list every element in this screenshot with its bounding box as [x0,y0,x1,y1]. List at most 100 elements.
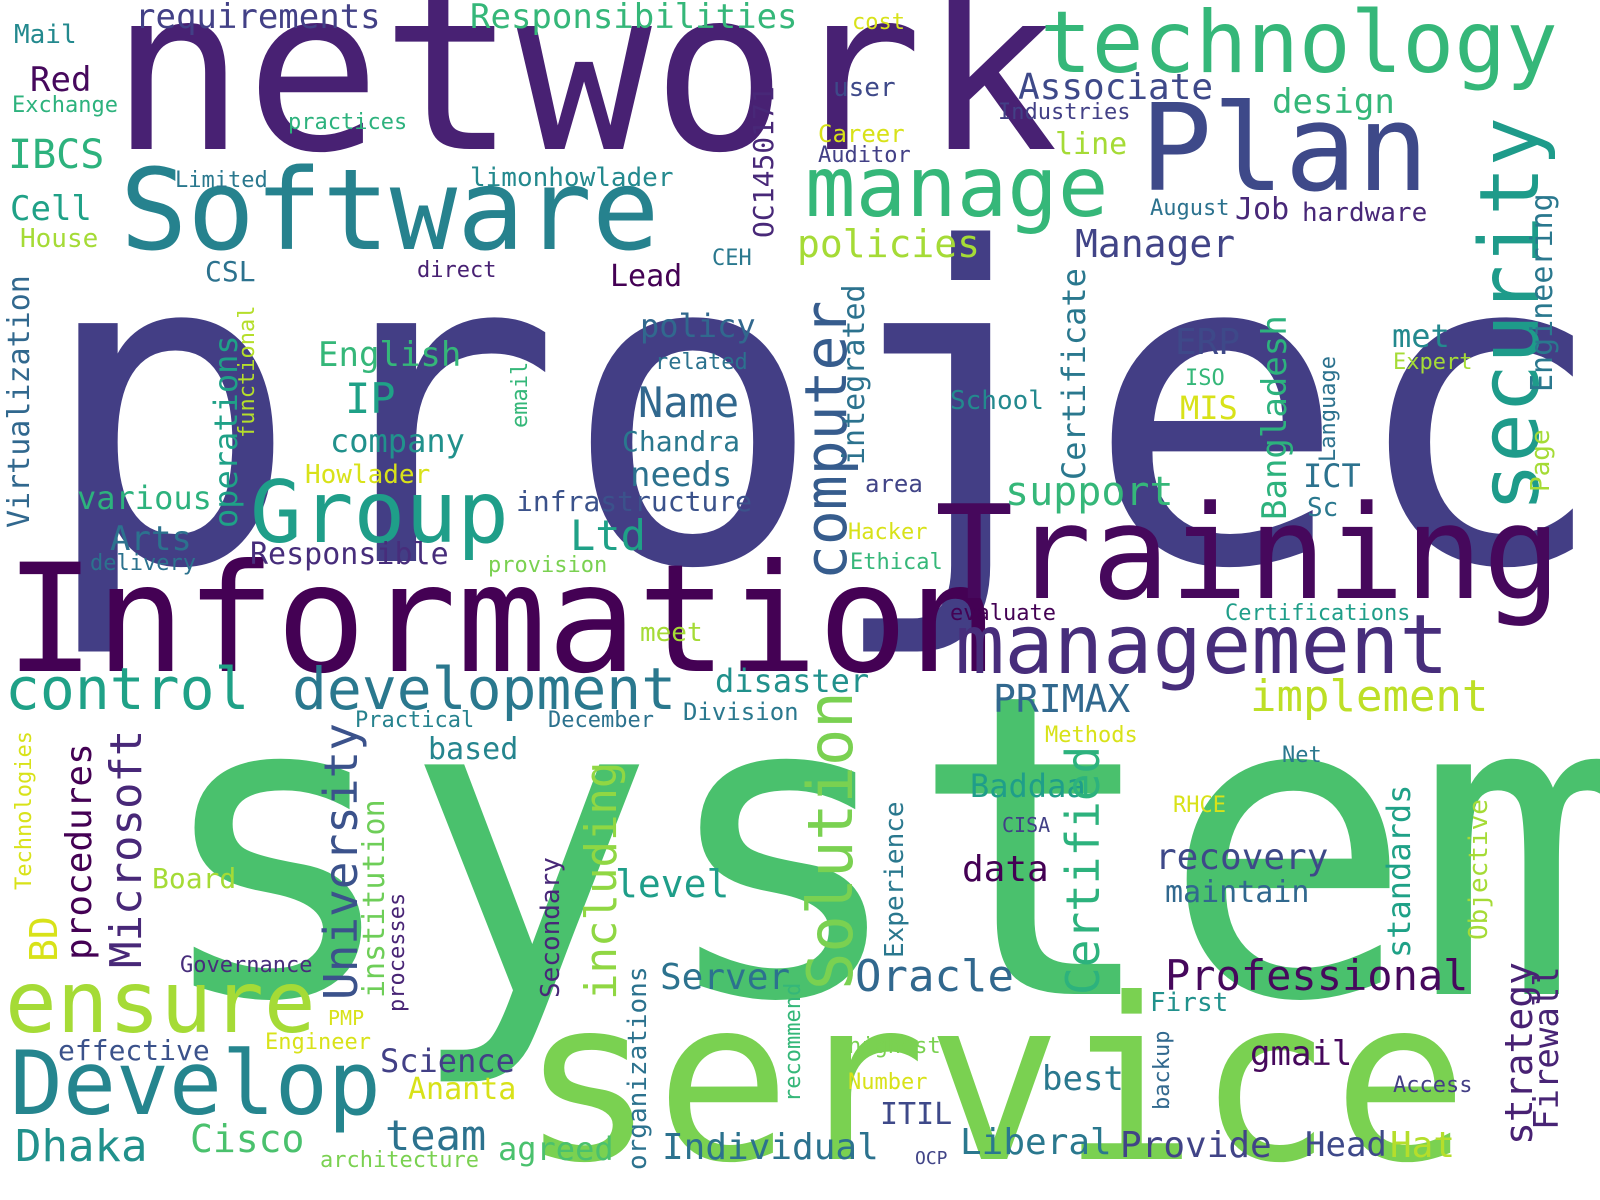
word-objective: Objective [1464,799,1494,940]
word-integrated: integrated [837,284,872,465]
word-recommend: recommend [781,982,806,1102]
word-first: First [1150,988,1229,1018]
word-effective: effective [58,1034,210,1067]
word-certifications: Certifications [1225,601,1411,626]
word-organizations: organizations [623,966,653,1171]
word-rhce: RHCE [1173,793,1226,818]
word-email: email [508,361,533,428]
word-related: related [655,350,748,375]
word-school: School [950,386,1044,416]
word-ip: IP [345,374,396,423]
word-delivery: delivery [90,551,196,576]
word-secondary: Secondary [536,857,566,998]
word-hacker: Hacker [848,520,928,545]
word-experience: Experience [880,801,910,958]
word-technologies: Technologies [12,731,37,890]
word-sc: Sc [1307,493,1339,523]
word-board: Board [152,862,237,895]
word-support: support [1005,469,1174,515]
word-arts: Arts [110,519,192,559]
word-professional: Professional [1165,951,1469,1000]
word-microsoft: Microsoft [101,729,152,968]
word-develop: Develop [10,1032,381,1135]
word-maintain: maintain [1165,875,1310,910]
word-requirements: requirements [135,0,381,37]
word-methods: Methods [1045,723,1138,748]
word-oc1450171: OC1450171 [747,86,780,238]
word-number: Number [848,1070,928,1095]
word-infrastructure: infrastructure [516,485,753,518]
word-net: Net [1282,743,1322,768]
word-itil: ITIL [880,1097,953,1132]
word-practices: practices [288,110,408,135]
word-company: company [330,422,465,460]
word-best: best [1042,1059,1124,1099]
word-howlader: Howlader [305,460,431,490]
word-policies: policies [797,222,981,266]
word-august: August [1150,196,1230,221]
word-oracle: Oracle [855,951,1014,1002]
word-limonhowlader: limonhowlader [470,163,674,193]
word-head: Head [1305,1125,1387,1165]
word-liberal: Liberal [960,1122,1112,1163]
word-csl: CSL [205,255,256,288]
word-group: Group [250,463,509,563]
word-division: Division [683,698,799,726]
word-user: user [833,73,896,103]
word-hardware: hardware [1302,198,1428,228]
word-auditor: Auditor [818,143,911,168]
word-responsibilities: Responsibilities [470,0,798,37]
word-area: area [865,470,923,498]
word-lead: Lead [610,259,683,294]
word-practical: Practical [355,708,475,733]
word-ltd: Ltd [570,511,646,560]
word-agreed: agreed [498,1130,614,1168]
word-gmail: gmail [1250,1034,1353,1074]
word-erp: ERP [1175,322,1241,363]
word-provision: provision [488,553,608,578]
word-mis: MIS [1180,389,1238,427]
word-based: based [428,732,519,767]
word-disaster: disaster [715,662,870,700]
word-data: data [962,849,1049,890]
word-expert: Expert [1393,350,1473,375]
word-meet: meet [640,618,703,648]
word-line: line [1055,127,1128,162]
word-team: team [385,1111,487,1160]
word-governance: Governance [180,953,313,978]
word-science: Science [380,1042,515,1080]
word-management: management [955,598,1449,693]
word-recovery: recovery [1155,837,1329,878]
word-level: level [615,862,730,906]
word-information: Information [5,533,999,707]
word-dhaka: Dhaka [15,1121,148,1172]
word-server: Server [660,957,791,998]
word-primax: PRIMAX [993,677,1131,721]
word-iso: ISO [1185,366,1225,391]
word-training: Training [935,477,1562,629]
word-ict: ICT [1303,457,1361,495]
word-pmp: PMP [328,1006,365,1030]
word-system: system [150,605,1600,1094]
word-service: service [520,951,1469,1200]
word-engineering: Engineering [1525,193,1560,392]
word-certificate: Certificate [1055,268,1093,480]
word-policy: policy [640,307,756,345]
word-engineer: Engineer [265,1030,371,1055]
word-ceh: CEH [712,246,752,271]
word-limited: Limited [175,168,268,193]
word-associate: Associate [1018,67,1214,108]
word-implement: implement [1250,671,1489,722]
word-house: House [20,224,99,254]
word-functional: functional [235,305,260,438]
word-hat: Hat [1390,1125,1456,1166]
word-network: network [110,0,1059,203]
word-ibcs: IBCS [8,132,105,178]
word-firewall: Access [1393,1073,1473,1098]
word-solution: Solution [794,691,867,990]
word-name: Name [638,378,740,427]
word-bd: BD [22,916,66,962]
word-standards: standards [1380,784,1418,958]
word-cost: cost [852,10,905,35]
word-job: Job [1235,192,1290,227]
